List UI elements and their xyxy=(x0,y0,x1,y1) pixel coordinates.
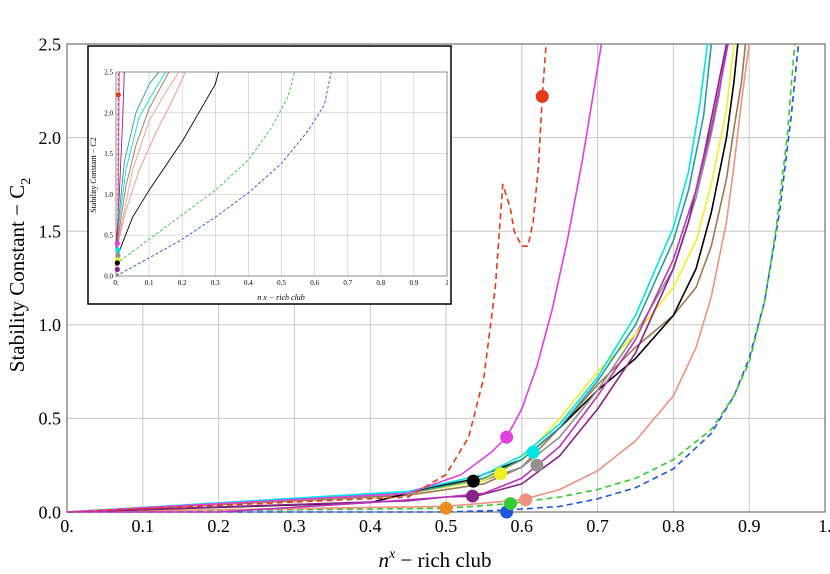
inset-x-axis-label: n x − rich club xyxy=(257,293,305,302)
inset-ticks: 0. 0.1 0.2 0.3 0.4 0.5 0.6 0.7 0.8 0.9 1 0.0 0.5 1.0 1… xyxy=(104,68,449,287)
inset-chart: 0. 0.1 0.2 0.3 0.4 0.5 0.6 0.7 0.8 0.9 1 0.0 0.5 1.0 1… xyxy=(87,45,452,305)
inset-background xyxy=(87,45,452,305)
inset-y-tick-label: 1.5 xyxy=(104,150,113,158)
inset-x-tick-label: 1 xyxy=(445,279,449,287)
main-marker-point xyxy=(535,89,549,103)
main-x-tick-label: 0.7 xyxy=(586,516,609,536)
main-marker-point xyxy=(494,467,508,481)
inset-markers xyxy=(114,92,121,273)
main-y-tick-label: 2.0 xyxy=(39,128,62,148)
main-series-violet xyxy=(67,43,729,513)
inset-plot-frame xyxy=(115,71,448,277)
main-y-tick-label: 0.0 xyxy=(39,502,62,522)
main-marker-point xyxy=(466,489,480,503)
inset-marker-point xyxy=(115,92,121,98)
main-series xyxy=(66,43,800,513)
main-x-tick-label: 0.4 xyxy=(359,516,382,536)
inset-y-tick-label: 2.0 xyxy=(104,109,113,117)
inset-series-brown xyxy=(115,71,170,252)
main-marker-point xyxy=(503,497,517,511)
inset-y-tick-label: 0.0 xyxy=(104,272,113,280)
main-series-magenta xyxy=(66,43,603,513)
main-series-red-dashed xyxy=(66,43,547,513)
main-y-tick-label: 2.5 xyxy=(39,34,62,54)
inset-x-tick-label: 0.6 xyxy=(310,279,319,287)
main-markers xyxy=(439,89,549,519)
main-series-cyan xyxy=(66,43,709,513)
main-x-tick-label: 0.1 xyxy=(132,516,155,536)
inset-x-tick-label: 0. xyxy=(113,279,119,287)
main-x-tick-label: 0.2 xyxy=(207,516,230,536)
inset-series-black xyxy=(115,71,220,260)
main-y-tick-label: 1.0 xyxy=(39,315,62,335)
inset-x-tick-label: 0.7 xyxy=(343,279,352,287)
x-axis-label: nx − rich club xyxy=(378,547,491,572)
inset-series-pink xyxy=(115,71,180,252)
main-ticks: 0.0.10.20.30.40.50.60.70.80.91.0.00.51.0… xyxy=(39,34,830,536)
main-x-tick-label: 0.9 xyxy=(738,516,761,536)
main-series-brown xyxy=(66,43,747,513)
inset-marker-point xyxy=(114,260,120,266)
inset-series-blue-dashed xyxy=(115,71,332,277)
inset-y-axis-label: Stability Constant − C2 xyxy=(89,137,98,212)
inset-x-tick-label: 0.3 xyxy=(211,279,220,287)
inset-x-tick-label: 0.4 xyxy=(244,279,253,287)
main-x-tick-label: 0.5 xyxy=(435,516,458,536)
inset-marker-point xyxy=(115,253,121,259)
main-x-tick-label: 1. xyxy=(818,516,830,536)
main-y-tick-label: 0.5 xyxy=(39,409,62,429)
inset-marker-point xyxy=(115,247,121,253)
main-series-teal xyxy=(66,43,713,513)
inset-series-salmon xyxy=(115,71,186,252)
y-axis-label: Stability Constant − C2 xyxy=(5,178,34,372)
inset-marker-point xyxy=(114,266,120,273)
inset-marker-point xyxy=(114,240,120,246)
inset-series-teal xyxy=(115,71,160,248)
main-y-tick-label: 1.5 xyxy=(39,222,62,242)
inset-y-tick-label: 1.0 xyxy=(104,191,113,199)
main-x-tick-label: 0. xyxy=(60,516,74,536)
inset-y-tick-label: 2.5 xyxy=(104,68,113,76)
main-series-green-dashed xyxy=(66,43,796,513)
inset-x-tick-label: 0.8 xyxy=(376,279,385,287)
main-series-blue-dashed xyxy=(67,43,800,513)
main-marker-point xyxy=(526,445,540,459)
inset-series-cyan xyxy=(115,71,167,248)
main-marker-point xyxy=(519,493,533,507)
main-x-tick-label: 0.3 xyxy=(283,516,306,536)
inset-series-green-dashed xyxy=(115,71,296,265)
main-marker-point xyxy=(439,501,453,515)
main-x-tick-label: 0.6 xyxy=(511,516,534,536)
inset-y-tick-label: 0.5 xyxy=(104,232,113,240)
main-marker-point xyxy=(500,430,514,444)
main-marker-point xyxy=(466,474,480,488)
main-x-tick-label: 0.8 xyxy=(662,516,685,536)
inset-x-tick-label: 0.9 xyxy=(410,279,419,287)
inset-grid xyxy=(115,71,448,277)
inset-series xyxy=(115,71,332,277)
main-marker-point xyxy=(530,458,544,472)
main-series-black xyxy=(66,43,739,513)
inset-x-tick-label: 0.5 xyxy=(277,279,286,287)
inset-x-tick-label: 0.2 xyxy=(178,279,187,287)
inset-x-tick-label: 0.1 xyxy=(145,279,154,287)
